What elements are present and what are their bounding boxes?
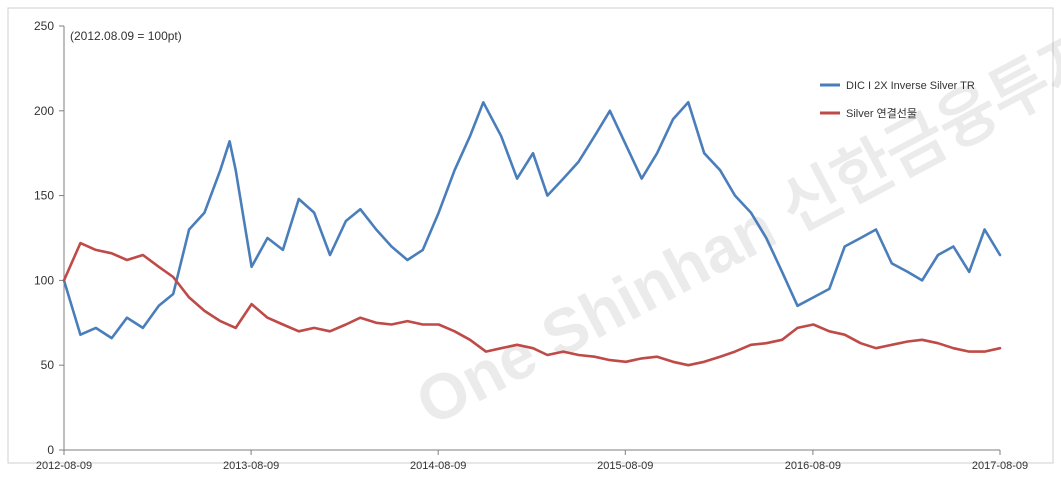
x-axis: 2012-08-09 2013-08-09 2014-08-09 2015-08-09…	[36, 449, 1028, 472]
x-tick-label: 2017-08-09	[972, 460, 1028, 472]
series-line-1	[62, 101, 1002, 340]
plot-border	[7, 7, 1054, 464]
y-tick-label: 0	[47, 443, 54, 457]
chart-annotation: (2012.08.09 = 100pt)	[70, 29, 182, 43]
y-tick-label: 200	[34, 104, 54, 118]
x-tick-label: 2014-08-09	[410, 460, 466, 472]
series-line-2	[62, 241, 1002, 367]
x-tick-label: 2015-08-09	[597, 460, 653, 472]
series-layer	[62, 101, 1002, 367]
legend-label: DIC I 2X Inverse Silver TR	[846, 80, 975, 92]
legend-label: Silver 연결선물	[846, 107, 917, 120]
x-tick-label: 2016-08-09	[785, 460, 841, 472]
y-tick-label: 100	[34, 273, 54, 287]
x-tick-label: 2013-08-09	[223, 460, 279, 472]
y-tick-label: 250	[34, 19, 54, 33]
y-tick-label: 150	[34, 189, 54, 203]
legend: DIC I 2X Inverse Silver TR Silver 연결선물	[820, 80, 975, 120]
y-axis: 0 50 100 150 200 250	[34, 19, 65, 457]
y-tick-label: 50	[41, 358, 55, 372]
x-tick-label: 2012-08-09	[36, 460, 92, 472]
